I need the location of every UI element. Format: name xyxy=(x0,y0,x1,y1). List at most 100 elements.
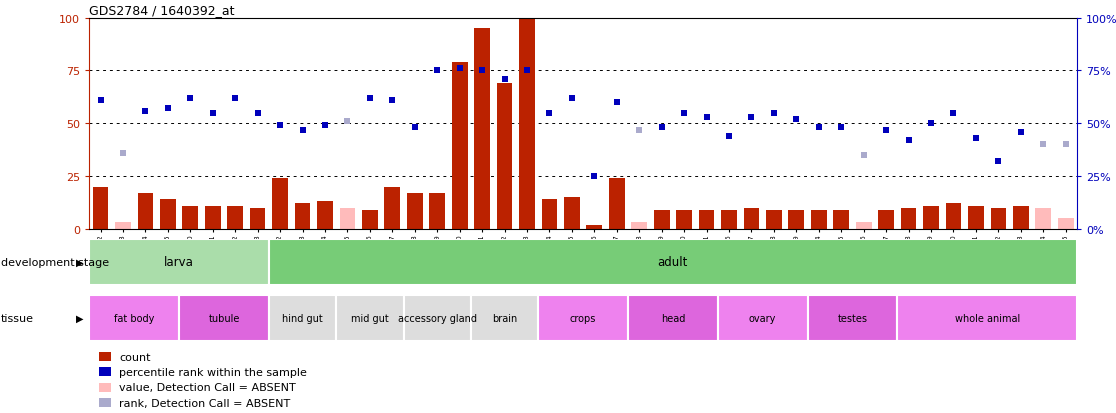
Bar xyxy=(339,208,355,229)
Point xyxy=(788,116,806,123)
Bar xyxy=(205,206,221,229)
Bar xyxy=(384,187,401,229)
Point xyxy=(1057,142,1075,148)
Point xyxy=(742,114,760,121)
Text: testes: testes xyxy=(837,313,867,323)
Text: accessory gland: accessory gland xyxy=(397,313,477,323)
Point xyxy=(429,68,446,74)
Point xyxy=(810,125,828,131)
Bar xyxy=(901,208,916,229)
Bar xyxy=(519,19,535,229)
Point xyxy=(158,106,176,112)
Point xyxy=(1012,129,1030,135)
Bar xyxy=(808,295,897,341)
Bar xyxy=(632,223,647,229)
Bar xyxy=(699,210,714,229)
Bar xyxy=(789,210,805,229)
Point xyxy=(451,66,469,72)
Bar xyxy=(471,295,538,341)
Point xyxy=(360,95,378,102)
Point xyxy=(562,95,580,102)
Bar xyxy=(811,210,827,229)
Point xyxy=(586,173,604,180)
Point xyxy=(764,110,782,116)
Text: whole animal: whole animal xyxy=(954,313,1020,323)
Bar xyxy=(115,223,131,229)
Point xyxy=(540,110,558,116)
Bar xyxy=(430,193,445,229)
Text: fat body: fat body xyxy=(114,313,154,323)
Point xyxy=(899,138,917,144)
Text: development stage: development stage xyxy=(1,257,109,267)
Point xyxy=(966,135,984,142)
Point xyxy=(204,110,222,116)
Point xyxy=(833,125,850,131)
Point xyxy=(496,76,513,83)
Point xyxy=(473,68,491,74)
Text: crops: crops xyxy=(570,313,596,323)
Point xyxy=(675,110,693,116)
Bar xyxy=(834,210,849,229)
Bar xyxy=(317,202,333,229)
Text: GDS2784 / 1640392_at: GDS2784 / 1640392_at xyxy=(89,5,234,17)
Bar xyxy=(404,295,471,341)
Text: ▶: ▶ xyxy=(76,313,84,323)
Text: ▶: ▶ xyxy=(76,257,84,267)
Point xyxy=(182,95,200,102)
Bar xyxy=(272,179,288,229)
Text: rank, Detection Call = ABSENT: rank, Detection Call = ABSENT xyxy=(119,398,290,408)
Point xyxy=(136,108,154,114)
Bar xyxy=(587,225,603,229)
Point xyxy=(944,110,962,116)
Bar xyxy=(1036,208,1051,229)
Bar xyxy=(897,295,1077,341)
Bar xyxy=(609,179,625,229)
Bar xyxy=(179,295,269,341)
Bar xyxy=(99,352,110,361)
Point xyxy=(518,68,536,74)
Bar xyxy=(945,204,961,229)
Bar xyxy=(541,200,557,229)
Point xyxy=(720,133,738,140)
Bar xyxy=(99,368,110,377)
Bar xyxy=(968,206,984,229)
Bar xyxy=(721,210,737,229)
Point xyxy=(877,127,895,133)
Bar xyxy=(538,295,628,341)
Point xyxy=(631,127,648,133)
Bar xyxy=(362,210,377,229)
Point xyxy=(653,125,671,131)
Text: head: head xyxy=(661,313,685,323)
Bar xyxy=(137,193,153,229)
Bar xyxy=(676,210,692,229)
Point xyxy=(227,95,244,102)
Point xyxy=(249,110,267,116)
Bar xyxy=(182,206,199,229)
Bar xyxy=(407,193,423,229)
Bar xyxy=(250,208,266,229)
Text: adult: adult xyxy=(657,256,689,269)
Text: hind gut: hind gut xyxy=(282,313,323,323)
Text: count: count xyxy=(119,352,151,362)
Bar xyxy=(89,295,179,341)
Bar xyxy=(743,208,759,229)
Text: brain: brain xyxy=(492,313,517,323)
Point xyxy=(294,127,311,133)
Bar xyxy=(269,240,1077,285)
Point xyxy=(406,125,424,131)
Bar xyxy=(878,210,894,229)
Text: percentile rank within the sample: percentile rank within the sample xyxy=(119,367,307,377)
Bar xyxy=(99,398,110,407)
Bar xyxy=(228,206,243,229)
Point xyxy=(698,114,715,121)
Bar xyxy=(160,200,175,229)
Point xyxy=(990,159,1008,165)
Point xyxy=(271,123,289,129)
Bar xyxy=(99,383,110,392)
Bar xyxy=(991,208,1007,229)
Bar xyxy=(497,84,512,229)
Point xyxy=(114,150,132,157)
Point xyxy=(316,123,334,129)
Bar xyxy=(1058,219,1074,229)
Point xyxy=(384,97,402,104)
